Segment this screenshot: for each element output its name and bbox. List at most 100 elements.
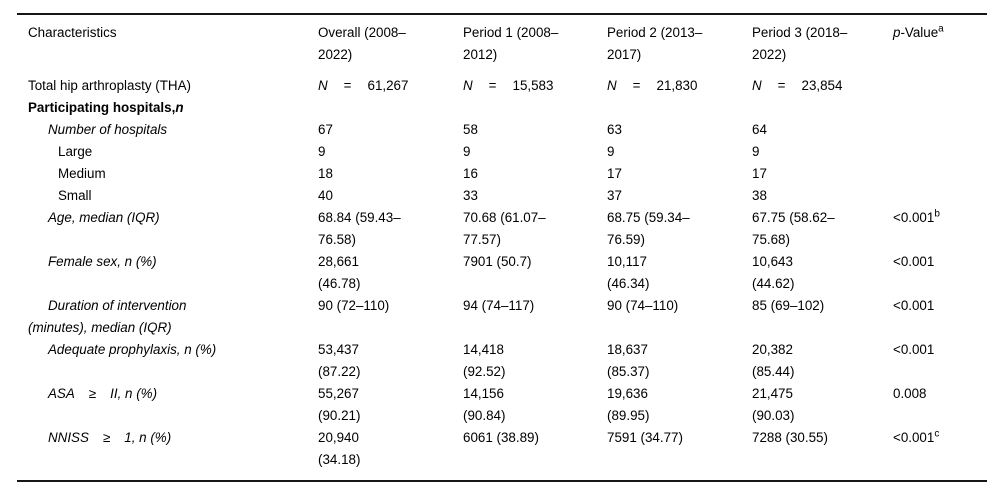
p-value-cell: <0.001 bbox=[893, 298, 935, 313]
value-cell: 64 bbox=[752, 122, 767, 137]
value-cell: 9 bbox=[607, 144, 615, 159]
value-cell: 67 bbox=[318, 122, 333, 137]
characteristics-table: Characteristics Overall (2008– 2022) Perio… bbox=[17, 13, 987, 482]
row-label: Female sex, n (%) bbox=[48, 254, 157, 269]
row-label: Number of hospitals bbox=[48, 122, 168, 137]
value-cell: 90 (72–110) bbox=[318, 298, 390, 313]
p-value-cell bbox=[893, 163, 987, 185]
p-value-cell bbox=[893, 97, 987, 119]
p-value-cell bbox=[893, 185, 987, 207]
table-row-hospitals-large: Large 9 9 9 9 bbox=[17, 141, 987, 163]
p-value-cell: <0.001 bbox=[893, 254, 935, 269]
value-cell: 18,637 (85.37) bbox=[607, 342, 650, 379]
value-cell: 94 (74–117) bbox=[463, 298, 535, 313]
greater-equal-symbol: ≥ bbox=[88, 386, 97, 401]
value-cell: 6061 (38.89) bbox=[463, 430, 539, 445]
row-label: Total hip arthroplasty (THA) bbox=[28, 78, 191, 93]
value-cell: 67.75 (58.62– 75.68) bbox=[752, 210, 835, 247]
value-cell: 55,267 (90.21) bbox=[318, 386, 361, 423]
value-cell: N = 61,267 bbox=[318, 78, 409, 93]
value-cell: 28,661 (46.78) bbox=[318, 254, 361, 291]
value-cell: 68.75 (59.34– 76.59) bbox=[607, 210, 690, 247]
value-cell: 58 bbox=[463, 122, 478, 137]
table-row-female-sex: Female sex, n (%) 28,661 (46.78) 7901 (50.… bbox=[17, 251, 987, 295]
value-cell: 10,117 (46.34) bbox=[607, 254, 650, 291]
p-value-cell: 0.008 bbox=[893, 386, 927, 401]
footnote-marker: a bbox=[938, 23, 944, 35]
table-row-adequate-prophylaxis: Adequate prophylaxis, n (%) 53,437 (87.22… bbox=[17, 339, 987, 383]
value-cell: N = 21,830 bbox=[607, 78, 698, 93]
value-cell: 18 bbox=[318, 166, 333, 181]
value-cell bbox=[607, 97, 752, 119]
table-row-age-median-iqr: Age, median (IQR) 68.84 (59.43– 76.58) 70.… bbox=[17, 207, 987, 251]
table-row-asa-ge-ii: ASA ≥ II, n (%) 55,267 (90.21) 14,156 (90.84… bbox=[17, 383, 987, 427]
value-cell: 38 bbox=[752, 188, 767, 203]
table-row-hospitals-medium: Medium 18 16 17 17 bbox=[17, 163, 987, 185]
value-cell: 7901 (50.7) bbox=[463, 254, 532, 269]
row-label: Small bbox=[58, 188, 92, 203]
equals-symbol: = bbox=[777, 78, 786, 93]
value-cell: 85 (69–102) bbox=[752, 298, 825, 313]
value-cell: 9 bbox=[318, 144, 326, 159]
value-cell: 17 bbox=[752, 166, 767, 181]
table-header-row: Characteristics Overall (2008– 2022) Perio… bbox=[17, 15, 987, 66]
row-label: ASA ≥ II, n (%) bbox=[48, 386, 158, 401]
value-cell: 14,418 (92.52) bbox=[463, 342, 506, 379]
table-row-hospitals-small: Small 40 33 37 38 bbox=[17, 185, 987, 207]
value-cell: 90 (74–110) bbox=[607, 298, 679, 313]
p-value-cell: <0.001c bbox=[893, 428, 940, 445]
row-label: Duration of intervention (minutes), medi… bbox=[28, 298, 187, 335]
column-header-overall: Overall (2008– 2022) bbox=[318, 25, 406, 62]
p-value-cell bbox=[893, 119, 987, 141]
table-row-participating-hospitals: Participating hospitals,n bbox=[17, 97, 987, 119]
value-cell: 53,437 (87.22) bbox=[318, 342, 361, 379]
footnote-marker: c bbox=[934, 428, 940, 440]
value-cell bbox=[752, 97, 893, 119]
value-cell bbox=[318, 97, 463, 119]
value-cell: 16 bbox=[463, 166, 478, 181]
value-cell: 9 bbox=[752, 144, 760, 159]
table-row-number-of-hospitals: Number of hospitals 67 58 63 64 bbox=[17, 119, 987, 141]
value-cell: 37 bbox=[607, 188, 622, 203]
p-value-cell: <0.001 bbox=[893, 342, 935, 357]
row-label: Participating hospitals,n bbox=[28, 100, 184, 115]
row-label: Adequate prophylaxis, n (%) bbox=[48, 342, 217, 357]
value-cell: 7288 (30.55) bbox=[752, 430, 828, 445]
column-header-characteristics: Characteristics bbox=[28, 25, 117, 40]
column-header-period-1: Period 1 (2008– 2012) bbox=[463, 25, 559, 62]
equals-symbol: = bbox=[632, 78, 641, 93]
value-cell: 20,940 (34.18) bbox=[318, 430, 361, 467]
equals-symbol: = bbox=[343, 78, 352, 93]
value-cell: 40 bbox=[318, 188, 333, 203]
value-cell: 70.68 (61.07– 77.57) bbox=[463, 210, 546, 247]
p-value-cell bbox=[893, 75, 987, 97]
value-cell: N = 23,854 bbox=[752, 78, 843, 93]
value-cell: 14,156 (90.84) bbox=[463, 386, 506, 423]
value-cell: 33 bbox=[463, 188, 478, 203]
value-cell: 7591 (34.77) bbox=[607, 430, 683, 445]
row-label: Medium bbox=[58, 166, 106, 181]
column-header-period-2: Period 2 (2013– 2017) bbox=[607, 25, 703, 62]
value-cell: N = 15,583 bbox=[463, 78, 554, 93]
p-value-cell: <0.001b bbox=[893, 208, 940, 225]
column-header-period-3: Period 3 (2018– 2022) bbox=[752, 25, 848, 62]
value-cell bbox=[463, 97, 607, 119]
row-label: Large bbox=[58, 144, 93, 159]
value-cell: 9 bbox=[463, 144, 471, 159]
value-cell: 21,475 (90.03) bbox=[752, 386, 795, 423]
value-cell: 19,636 (89.95) bbox=[607, 386, 650, 423]
value-cell: 10,643 (44.62) bbox=[752, 254, 795, 291]
greater-equal-symbol: ≥ bbox=[102, 430, 111, 445]
row-label: Age, median (IQR) bbox=[48, 210, 160, 225]
p-value-cell bbox=[893, 141, 987, 163]
table-body: Total hip arthroplasty (THA) N = 61,267 N = 15… bbox=[17, 75, 987, 480]
table-row-nniss-ge-1: NNISS ≥1, n (%) 20,940 (34.18) 6061 (38.89)… bbox=[17, 427, 987, 471]
table-top-rule bbox=[17, 13, 987, 15]
value-cell: 17 bbox=[607, 166, 622, 181]
value-cell: 68.84 (59.43– 76.58) bbox=[318, 210, 401, 247]
column-header-p-value: p-Valuea bbox=[893, 23, 944, 40]
table-row-total-hip-arthroplasty: Total hip arthroplasty (THA) N = 61,267 N = 15… bbox=[17, 75, 987, 97]
value-cell: 20,382 (85.44) bbox=[752, 342, 795, 379]
value-cell: 63 bbox=[607, 122, 622, 137]
